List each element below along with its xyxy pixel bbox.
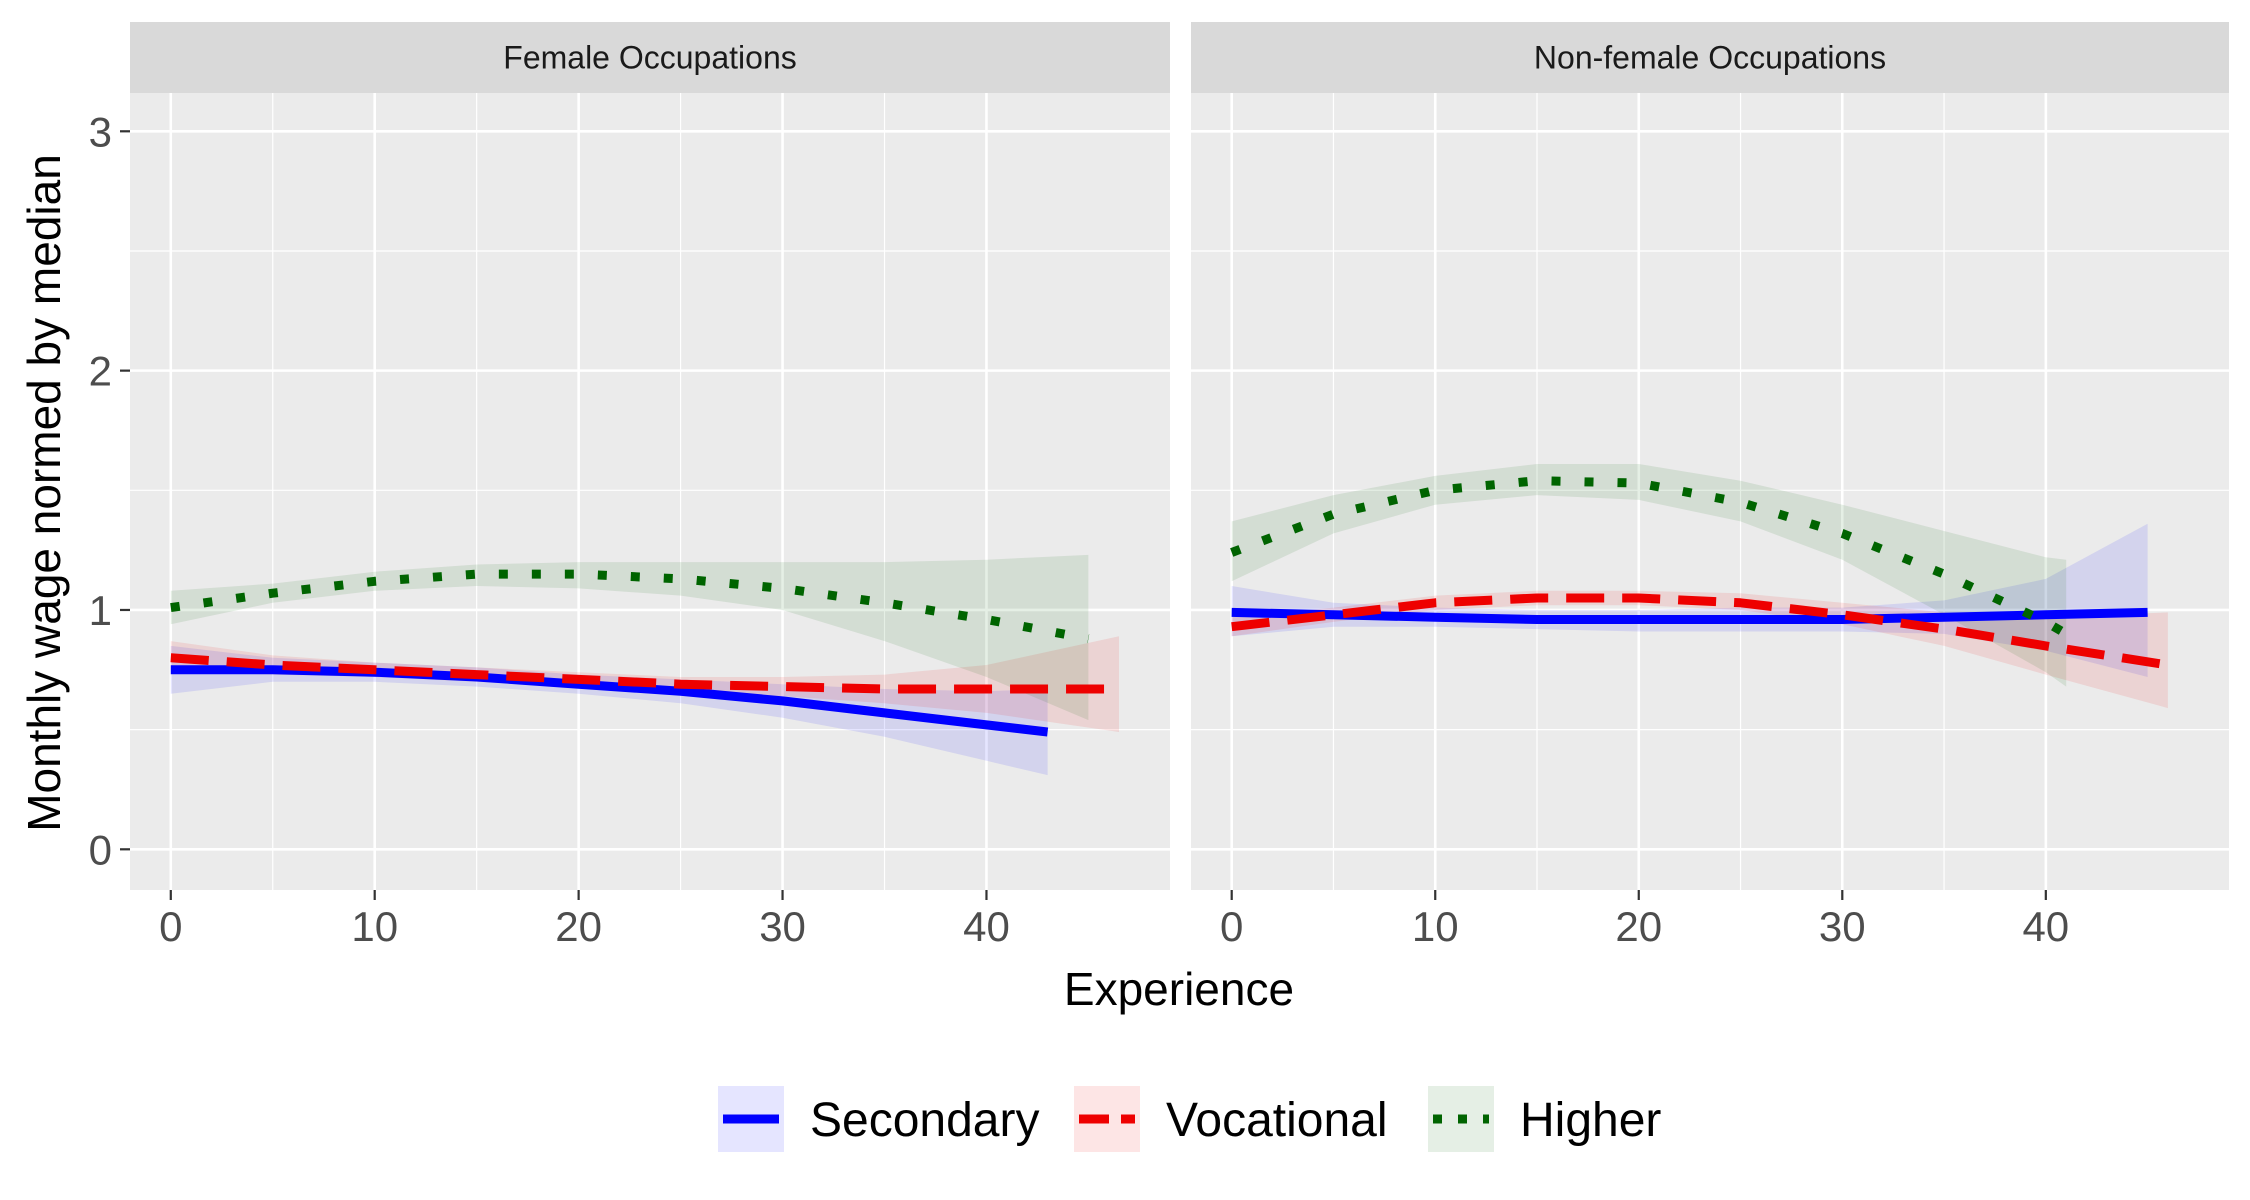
x-tick-label: 30: [1819, 903, 1866, 950]
x-tick-label: 40: [963, 903, 1010, 950]
legend-label: Secondary: [810, 1094, 1039, 1147]
ribbon-secondary: [170, 645, 1048, 776]
y-tick-label: 2: [89, 348, 112, 395]
y-axis-title: Monthly wage normed by median: [18, 154, 70, 832]
legend-item-secondary: Secondary: [718, 1086, 1039, 1152]
ribbon-higher: [170, 554, 1089, 721]
legend-label: Vocational: [1166, 1094, 1388, 1147]
legend-item-higher: Higher: [1428, 1086, 1661, 1152]
ribbon-secondary: [1231, 523, 2148, 677]
x-tick-label: 40: [2022, 903, 2069, 950]
x-axis-title: Experience: [1064, 963, 1294, 1015]
y-tick-label: 0: [89, 826, 112, 873]
x-tick-label: 10: [1412, 903, 1459, 950]
series-line-secondary: [170, 665, 1049, 737]
x-tick-label: 0: [1220, 903, 1243, 950]
x-tick-label: 20: [555, 903, 602, 950]
legend: Secondary Vocational Higher: [718, 1086, 1661, 1152]
x-tick-label: 10: [351, 903, 398, 950]
series-line-secondary: [1231, 607, 2148, 624]
x-tick-label: 0: [159, 903, 182, 950]
series-line-vocational: [170, 653, 1119, 694]
facet-title: Non-female Occupations: [1534, 40, 1886, 76]
y-tick-label: 1: [89, 587, 112, 634]
series-line-vocational: [1231, 593, 2169, 670]
panel-background: [130, 93, 1170, 890]
ribbon-higher: [1231, 464, 2067, 687]
facet-strip: [1191, 22, 2229, 93]
legend-item-vocational: Vocational: [1074, 1086, 1388, 1152]
panel-2: Non-female Occupations 0 10 20 30 40: [1191, 22, 2229, 950]
x-tick-label: 20: [1615, 903, 1662, 950]
facet-title: Female Occupations: [503, 40, 796, 76]
x-tick-label: 30: [759, 903, 806, 950]
series-line-higher: [1230, 476, 2069, 638]
y-tick-label: 3: [89, 108, 112, 155]
panel-1: Female Occupations 0 10 20 30 40 0 1 2 3: [89, 22, 1170, 950]
panels-layer: Female Occupations 0 10 20 30 40 0 1 2 3 Non-femal…: [89, 22, 2229, 950]
facet-strip: [130, 22, 1170, 93]
legend-label: Higher: [1520, 1094, 1661, 1147]
panel-background: [1191, 93, 2229, 890]
